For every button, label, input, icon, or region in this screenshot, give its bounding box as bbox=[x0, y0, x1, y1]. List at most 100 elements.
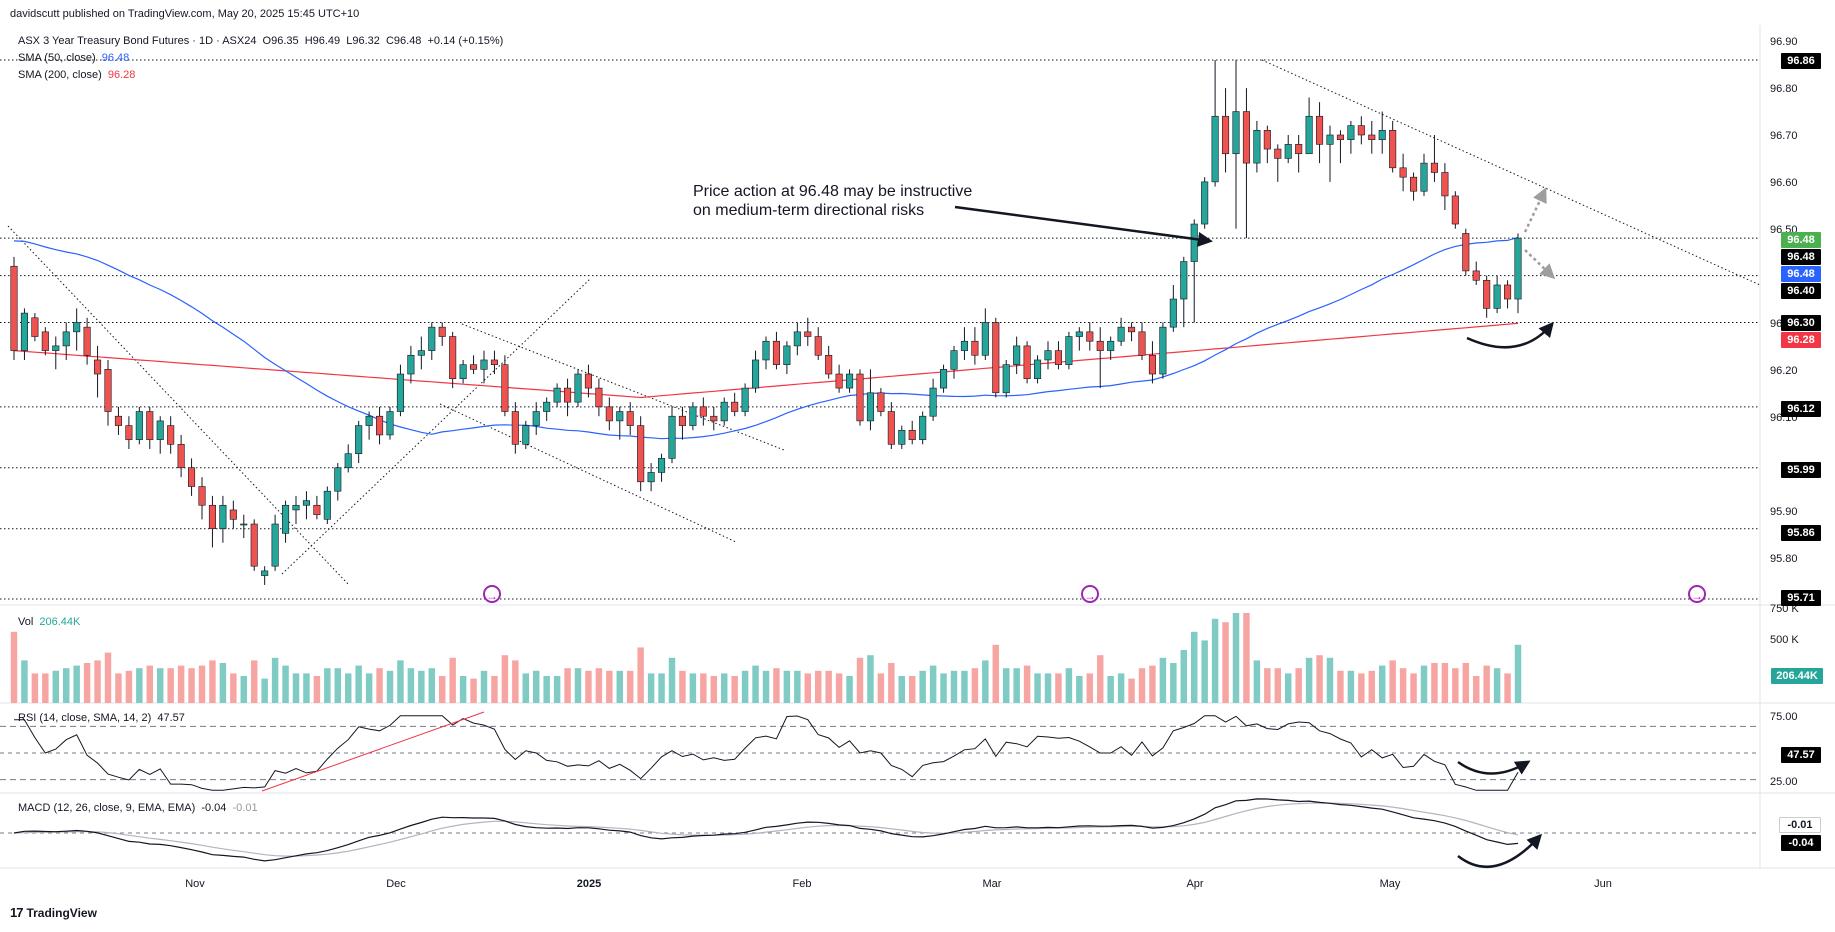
level-tag-9612: 96.12 bbox=[1781, 401, 1821, 417]
volume-bar bbox=[1128, 678, 1135, 703]
candle-body bbox=[240, 523, 248, 526]
rsi-legend[interactable]: RSI (14, close, SMA, 14, 2) 47.57 bbox=[18, 711, 188, 725]
volume-legend[interactable]: Vol 206.44K bbox=[18, 615, 83, 629]
level-tag-9686: 96.86 bbox=[1781, 53, 1821, 69]
volume-bars bbox=[10, 613, 1522, 703]
volume-bar bbox=[313, 676, 321, 703]
candle-body bbox=[772, 340, 780, 365]
volume-bar bbox=[783, 670, 791, 703]
sma200-value: 96.28 bbox=[107, 69, 136, 81]
price-tick: 96.20 bbox=[1770, 365, 1798, 377]
volume-bar bbox=[344, 673, 352, 703]
level-tag-9630: 96.30 bbox=[1781, 315, 1821, 331]
sma200-legend[interactable]: SMA (200, close) 96.28 bbox=[18, 68, 138, 82]
volume-bar bbox=[261, 678, 268, 703]
volume-bar bbox=[867, 655, 874, 703]
candle-body bbox=[992, 322, 1000, 394]
candle-body bbox=[1065, 336, 1073, 365]
candle-body bbox=[971, 340, 979, 356]
macd-legend[interactable]: MACD (12, 26, close, 9, EMA, EMA) -0.04 … bbox=[18, 801, 261, 815]
annotation-arrow bbox=[954, 205, 1213, 247]
x-label: Feb bbox=[792, 878, 812, 890]
candle-body bbox=[292, 504, 300, 511]
rsi-value: 47.57 bbox=[157, 712, 185, 724]
candle-body bbox=[668, 415, 676, 459]
candle-body bbox=[1263, 130, 1271, 150]
volume-bar bbox=[814, 670, 822, 703]
trendline bbox=[1261, 59, 1761, 286]
last-price-tag: 96.48 bbox=[1781, 232, 1821, 248]
volume-bar bbox=[1504, 673, 1511, 703]
jump-arrow-icon[interactable]: → bbox=[483, 585, 501, 603]
volume-bar bbox=[250, 660, 258, 703]
volume-bar bbox=[177, 665, 185, 703]
volume-bar bbox=[647, 673, 655, 703]
candle-body bbox=[490, 359, 498, 365]
candle-body bbox=[950, 350, 958, 370]
macd-pane bbox=[0, 798, 1760, 862]
candle-body bbox=[637, 425, 645, 483]
volume-bar bbox=[303, 673, 310, 703]
volume-bar bbox=[1222, 622, 1229, 703]
candle-body bbox=[960, 340, 968, 351]
candle-body bbox=[814, 336, 822, 356]
volume-bar bbox=[626, 670, 634, 703]
candle-body bbox=[1410, 176, 1418, 192]
volume-bar bbox=[585, 670, 592, 703]
projection-arrow bbox=[1524, 249, 1556, 280]
volume-bar bbox=[1295, 668, 1302, 703]
volume-bar bbox=[491, 676, 498, 703]
x-label: Dec bbox=[386, 878, 406, 890]
candle-body bbox=[658, 458, 666, 473]
volume-bar bbox=[438, 676, 446, 703]
volume-bar bbox=[1253, 660, 1261, 703]
volume-bar bbox=[188, 668, 195, 703]
volume-bar bbox=[31, 673, 39, 703]
candle-body bbox=[386, 411, 394, 436]
jump-arrow-icon[interactable]: → bbox=[1688, 585, 1706, 603]
volume-bar bbox=[710, 676, 718, 703]
candle-body bbox=[501, 364, 509, 412]
candle-body bbox=[940, 369, 948, 389]
volume-bar bbox=[73, 665, 80, 703]
candle-body bbox=[908, 429, 916, 440]
tradingview-logo[interactable]: 17 TradingView bbox=[10, 905, 97, 920]
volume-bar bbox=[1337, 670, 1344, 703]
volume-bar bbox=[1211, 618, 1219, 703]
candles[interactable] bbox=[10, 60, 1522, 585]
trendline bbox=[7, 225, 349, 585]
candle-body bbox=[52, 345, 60, 351]
volume-bar bbox=[115, 673, 122, 703]
candle-body bbox=[208, 504, 216, 529]
volume-tick: 500 K bbox=[1770, 634, 1799, 646]
rsi-pane bbox=[0, 711, 1760, 792]
curved-arrow bbox=[1457, 760, 1531, 775]
rsi-trendline bbox=[261, 711, 485, 792]
candle-body bbox=[1483, 279, 1491, 309]
candle-body bbox=[302, 500, 310, 506]
volume-label: Vol bbox=[18, 616, 34, 628]
candle-body bbox=[1493, 284, 1501, 309]
volume-bar bbox=[1274, 668, 1282, 703]
volume-bar bbox=[741, 670, 749, 703]
price-tick: 96.80 bbox=[1770, 83, 1798, 95]
candle-body bbox=[1242, 111, 1250, 164]
volume-bar bbox=[1493, 668, 1501, 703]
volume-bar bbox=[668, 657, 676, 703]
candle-body bbox=[20, 312, 28, 351]
tradingview-logo-icon: 17 bbox=[10, 905, 24, 920]
macd-signal-value: -0.01 bbox=[232, 802, 258, 814]
moving-averages bbox=[13, 236, 1519, 440]
candle-body bbox=[762, 340, 770, 361]
volume-bar bbox=[480, 670, 488, 703]
drawings bbox=[954, 187, 1556, 869]
candle-body bbox=[866, 392, 874, 422]
volume-bar bbox=[825, 670, 832, 703]
volume-bar bbox=[1420, 665, 1428, 703]
sma50-legend[interactable]: SMA (50, close) 96.48 bbox=[18, 51, 132, 65]
volume-bar bbox=[1044, 673, 1052, 703]
jump-arrow-icon[interactable]: → bbox=[1081, 585, 1099, 603]
volume-bar bbox=[929, 665, 937, 703]
volume-bar bbox=[418, 670, 425, 703]
